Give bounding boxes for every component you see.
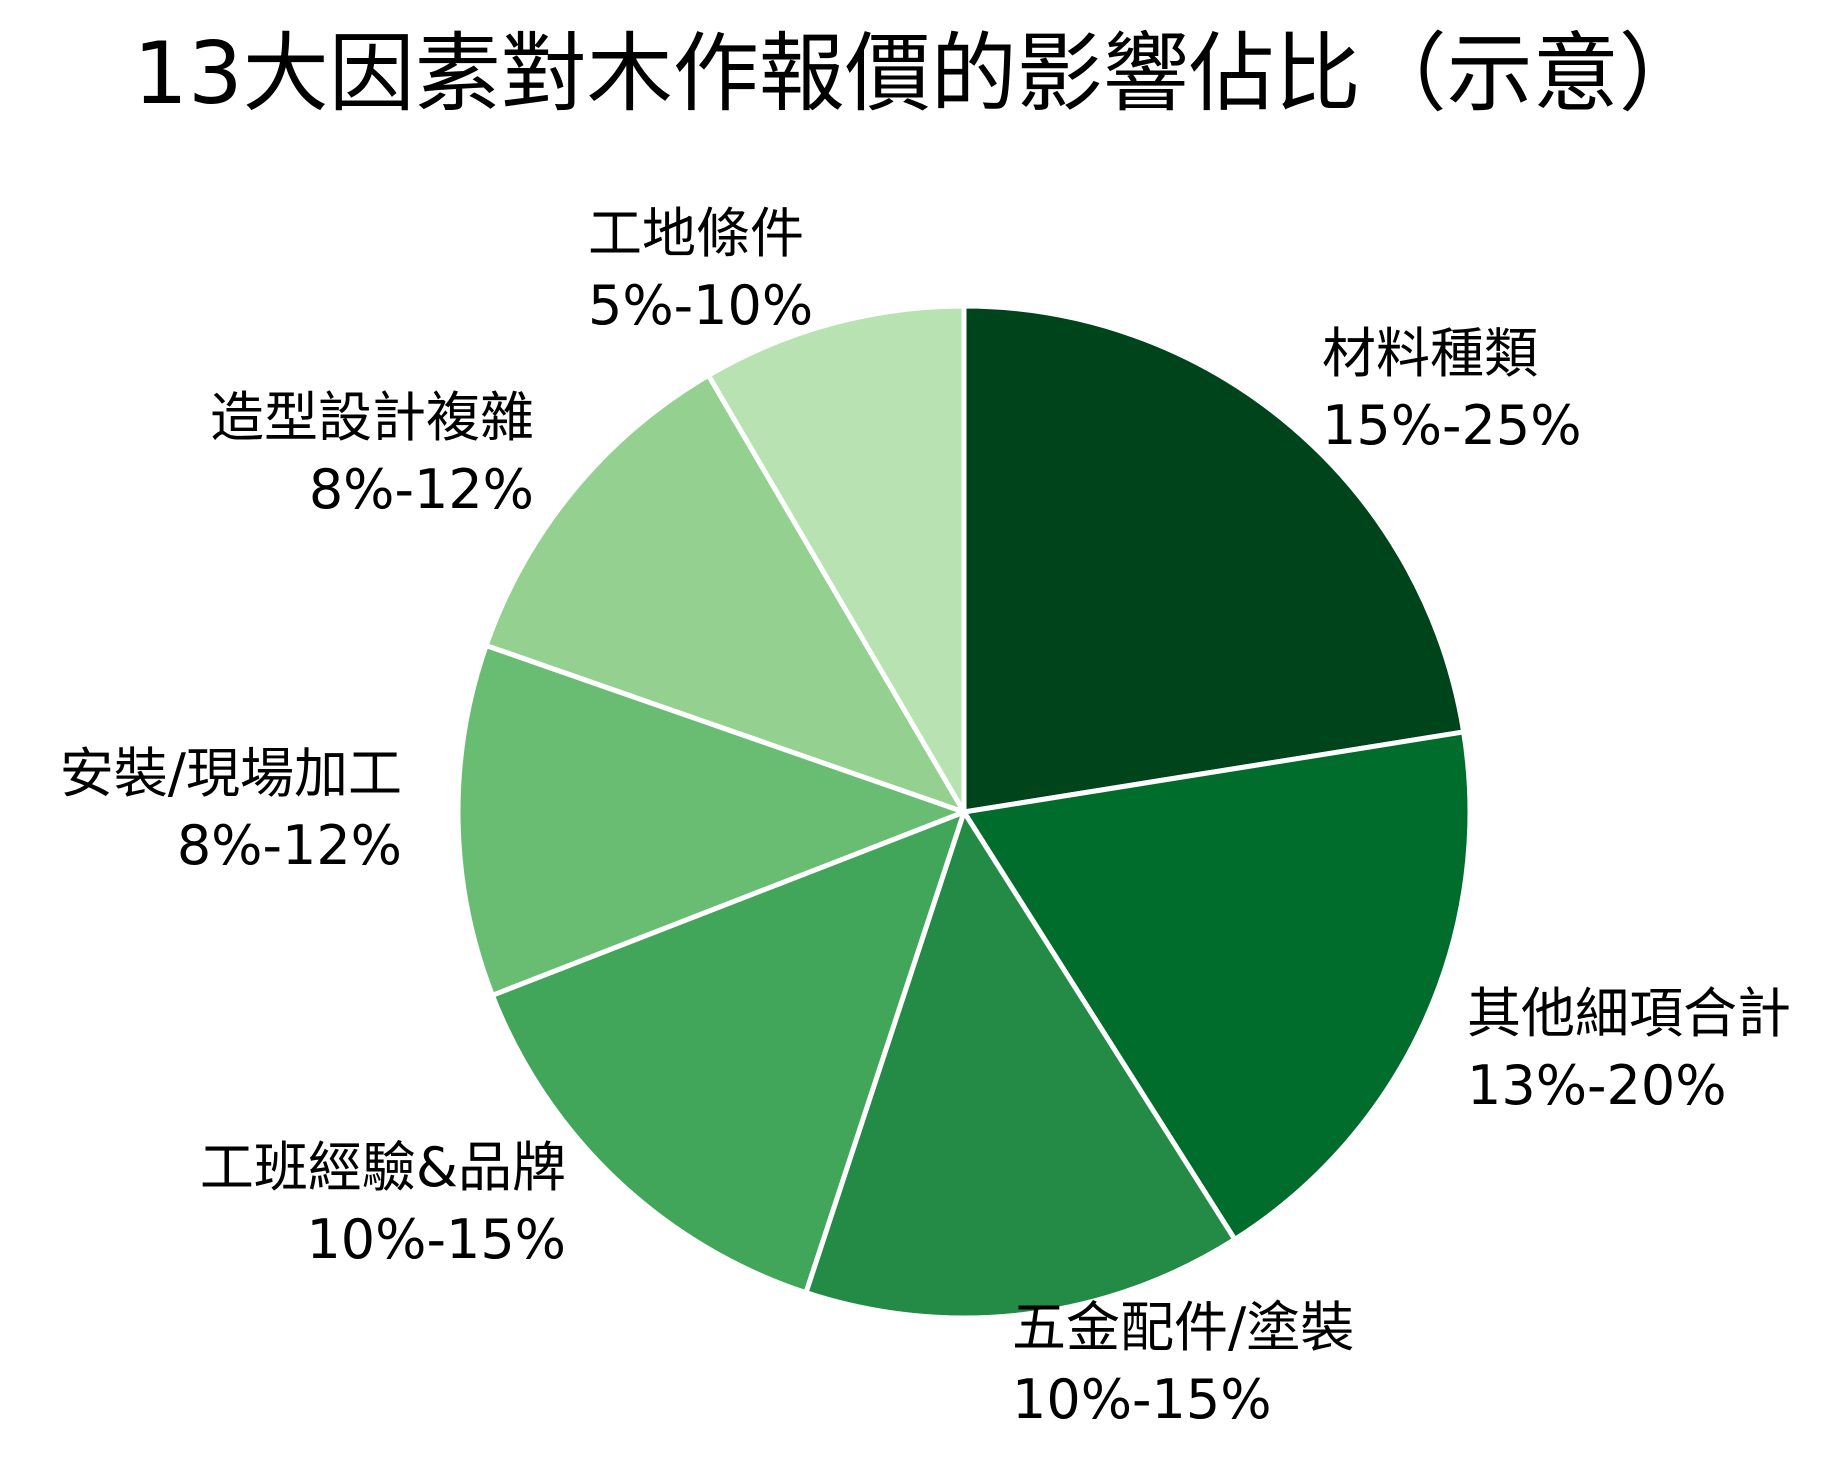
slice-range: 10%-15%	[306, 1208, 566, 1271]
pie-slice-0	[961, 303, 1467, 815]
slice-name: 安裝/現場加工	[59, 742, 402, 805]
slice-label-crew-brand: 工班經驗&品牌 10%-15%	[200, 1132, 566, 1276]
slice-name: 其他細項合計	[1467, 982, 1791, 1045]
slice-range: 13%-20%	[1467, 1054, 1727, 1117]
slice-name: 五金配件/塗裝	[1012, 1296, 1355, 1359]
slice-range: 8%-12%	[308, 458, 534, 521]
slice-name: 工地條件	[588, 202, 804, 265]
slice-label-site-conditions: 工地條件 5%-10%	[588, 198, 813, 342]
slice-name: 工班經驗&品牌	[199, 1136, 566, 1199]
slice-label-other-items: 其他細項合計 13%-20%	[1467, 978, 1791, 1122]
slice-range: 5%-10%	[588, 274, 814, 337]
slice-label-installation: 安裝/現場加工 8%-12%	[60, 738, 402, 882]
slice-label-material: 材料種類 15%-25%	[1322, 318, 1582, 462]
slice-label-design-complexity: 造型設計複雜 8%-12%	[210, 382, 534, 526]
slice-label-hardware-coating: 五金配件/塗裝 10%-15%	[1012, 1292, 1354, 1436]
slice-name: 造型設計複雜	[210, 386, 534, 449]
slice-range: 8%-12%	[176, 814, 402, 877]
pie-slice-2	[803, 809, 1238, 1321]
chart-title: 13大因素對木作報價的影響佔比（示意）	[133, 24, 1705, 124]
pie-slice-5	[483, 372, 967, 815]
pie-slice-1	[961, 729, 1473, 1242]
pie-slice-6	[705, 303, 967, 815]
slice-range: 15%-25%	[1322, 394, 1582, 457]
pie-slice-4	[455, 642, 967, 998]
slice-range: 10%-15%	[1012, 1368, 1272, 1431]
pie-slice-3	[489, 809, 967, 1296]
pie-slices	[455, 303, 1473, 1321]
slice-name: 材料種類	[1322, 322, 1538, 385]
